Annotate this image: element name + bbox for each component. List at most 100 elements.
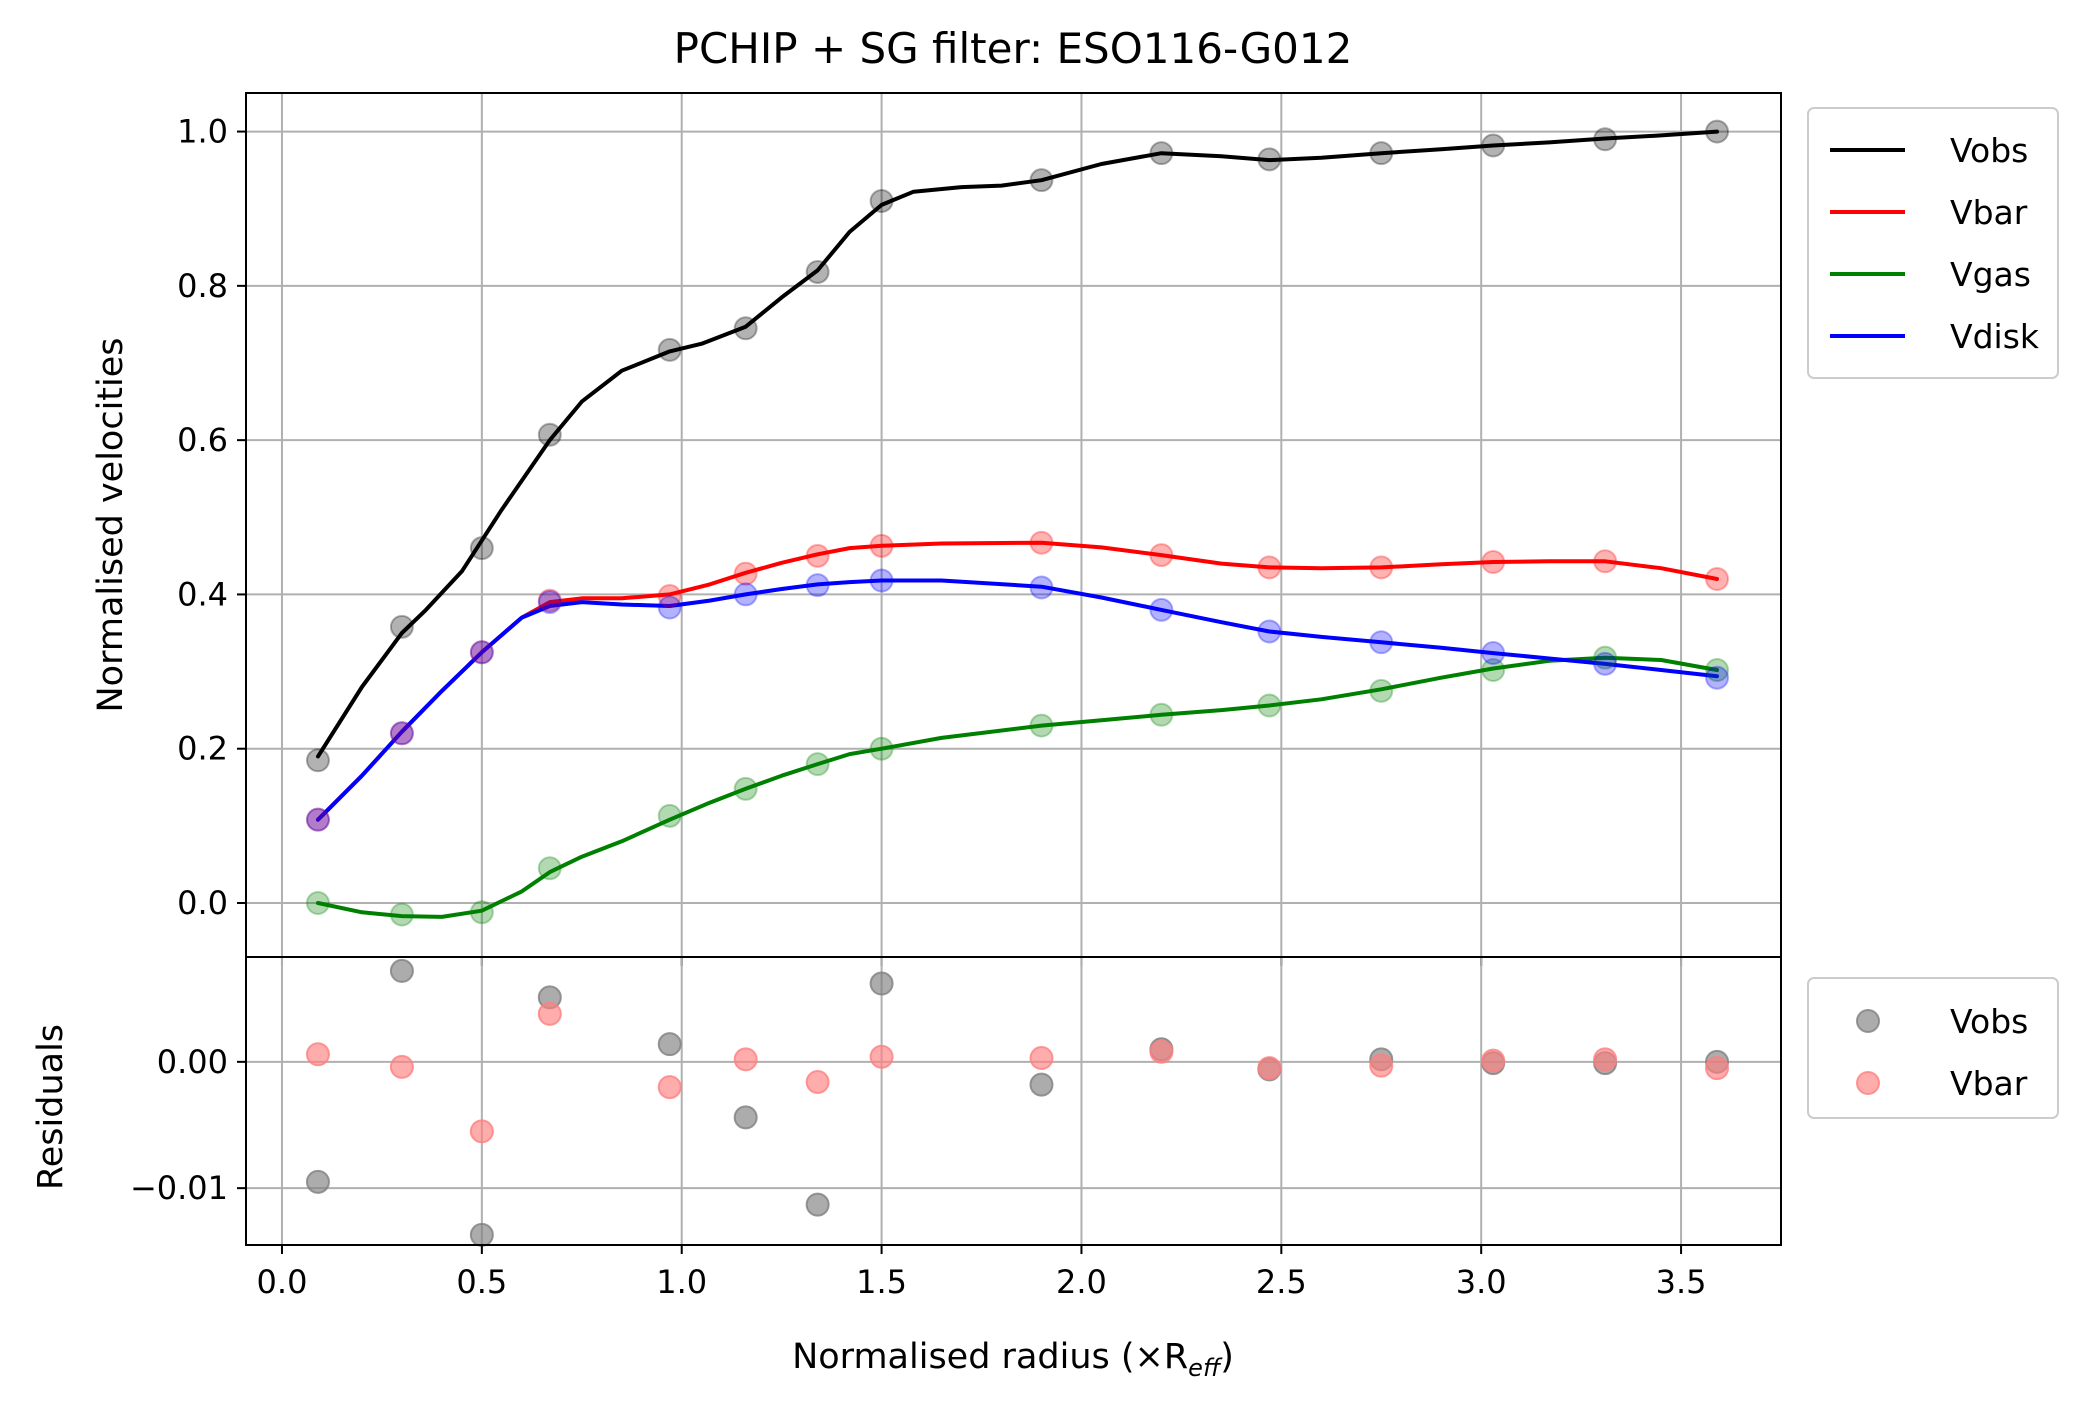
data-point-vbar xyxy=(657,583,682,608)
residuals-points xyxy=(305,958,1730,1247)
data-point-vdisk xyxy=(733,582,758,607)
data-point-vbar xyxy=(1029,530,1054,555)
residuals-y-tick-label: −0.01 xyxy=(130,1169,228,1207)
main-y-tick-label: 0.0 xyxy=(177,884,228,922)
data-point-vbar xyxy=(305,807,330,832)
x-axis-label: Normalised radius (×Reff) xyxy=(792,1337,1234,1382)
series-line-vgas xyxy=(316,655,1719,919)
data-point-vobs xyxy=(1257,147,1282,172)
data-point-vbar xyxy=(805,543,830,568)
data-point-vbar xyxy=(1369,555,1394,580)
x-tick-label: 1.0 xyxy=(656,1263,707,1301)
residual-point-vobs xyxy=(1029,1072,1054,1097)
main-curves xyxy=(316,129,1719,919)
residual-point-vbar xyxy=(733,1047,758,1072)
data-point-vgas xyxy=(305,891,330,915)
data-point-vgas xyxy=(1369,678,1394,703)
residual-point-vobs xyxy=(657,1032,682,1057)
x-tick-label: 3.5 xyxy=(1656,1263,1707,1301)
main-y-tick-label: 1.0 xyxy=(177,113,228,151)
data-point-vgas xyxy=(1257,693,1282,718)
series-line-vdisk xyxy=(316,578,1719,822)
residual-point-vbar xyxy=(1481,1048,1506,1073)
data-point-vgas xyxy=(1481,658,1506,683)
main-y-tick-label: 0.2 xyxy=(177,730,228,768)
data-point-vobs xyxy=(1149,141,1174,166)
data-point-vgas xyxy=(1705,658,1730,683)
data-point-vdisk xyxy=(869,568,894,593)
x-tick-label: 0.0 xyxy=(257,1263,308,1301)
data-point-vgas xyxy=(1149,702,1174,727)
residual-point-vbar xyxy=(805,1070,830,1095)
data-point-vdisk xyxy=(805,573,830,598)
main-y-tick-label: 0.4 xyxy=(177,575,228,613)
chart-title: PCHIP + SG filter: ESO116-G012 xyxy=(674,24,1353,73)
data-point-vbar xyxy=(469,640,494,665)
data-point-vobs xyxy=(733,316,758,341)
data-point-vbar xyxy=(733,561,758,586)
main-y-tick-label: 0.8 xyxy=(177,267,228,305)
main-legend-frame xyxy=(1807,107,2059,379)
main-plot-frame xyxy=(245,92,1782,958)
x-tick-label: 0.5 xyxy=(456,1263,507,1301)
data-point-vobs xyxy=(1369,141,1394,166)
data-point-vbar xyxy=(537,588,562,613)
residual-point-vbar xyxy=(389,1054,414,1079)
data-point-vdisk xyxy=(1149,597,1174,622)
data-point-vgas xyxy=(805,752,830,777)
residual-point-vbar xyxy=(305,1042,330,1067)
data-point-vdisk xyxy=(389,721,414,746)
x-tick-label: 2.0 xyxy=(1056,1263,1107,1301)
legend-marker-vobs xyxy=(1856,1009,1880,1033)
data-point-vobs xyxy=(1481,133,1506,158)
data-point-vobs xyxy=(805,259,830,284)
data-point-vgas xyxy=(469,900,494,925)
data-point-vgas xyxy=(657,803,682,828)
data-point-vgas xyxy=(733,776,758,801)
data-point-vobs xyxy=(1029,168,1054,193)
legend-label-vdisk: Vdisk xyxy=(1950,317,2040,356)
data-point-vdisk xyxy=(1257,619,1282,644)
residual-point-vbar xyxy=(1257,1056,1282,1081)
data-point-vdisk xyxy=(537,590,562,615)
legend-label-vgas: Vgas xyxy=(1950,255,2031,294)
legend-label-vobs: Vobs xyxy=(1950,1002,2028,1041)
data-point-vdisk xyxy=(1593,651,1618,676)
data-point-vobs xyxy=(537,422,562,447)
residual-point-vbar xyxy=(1149,1039,1174,1064)
residual-point-vbar xyxy=(1029,1046,1054,1071)
data-point-vobs xyxy=(389,614,414,639)
main-grid xyxy=(246,93,1781,957)
main-points xyxy=(305,119,1730,927)
data-point-vbar xyxy=(1257,555,1282,580)
data-point-vbar xyxy=(1149,543,1174,568)
data-point-vdisk xyxy=(1029,575,1054,600)
x-tick-label: 2.5 xyxy=(1256,1263,1307,1301)
data-point-vobs xyxy=(1593,127,1618,152)
main-panel: 0.0 0.2 0.4 0.6 0.8 1.0 Normalised velocities xyxy=(91,92,1782,966)
residual-point-vbar xyxy=(869,1044,894,1069)
residuals-panel: 0.0 0.5 1.0 1.5 2.0 2.5 3.0 3.5 0.00 −0.01 Residu… xyxy=(31,956,1782,1301)
x-axis-label-main: Normalised radius (×R xyxy=(792,1337,1188,1377)
residual-point-vbar xyxy=(1705,1056,1730,1081)
data-point-vbar xyxy=(869,533,894,558)
data-point-vgas xyxy=(869,736,894,761)
x-axis-label-close: ) xyxy=(1220,1337,1234,1377)
data-point-vobs xyxy=(1705,119,1730,144)
x-axis-label-subscript: eff xyxy=(1188,1354,1223,1382)
data-point-vdisk xyxy=(305,807,330,832)
data-point-vgas xyxy=(537,856,562,881)
data-point-vdisk xyxy=(1369,630,1394,655)
main-ticks: 0.0 0.2 0.4 0.6 0.8 1.0 xyxy=(177,113,1683,966)
residual-point-vbar xyxy=(657,1075,682,1100)
x-tick-label: 1.5 xyxy=(856,1263,907,1301)
legend-label-vbar: Vbar xyxy=(1950,1064,2028,1103)
residual-point-vbar xyxy=(1593,1047,1618,1072)
residual-point-vobs xyxy=(389,958,414,983)
residual-point-vbar xyxy=(1369,1053,1394,1078)
residuals-ticks: 0.0 0.5 1.0 1.5 2.0 2.5 3.0 3.5 0.00 −0.01 xyxy=(130,1043,1707,1301)
data-point-vobs xyxy=(657,337,682,362)
residuals-y-axis-label: Residuals xyxy=(31,1024,71,1190)
